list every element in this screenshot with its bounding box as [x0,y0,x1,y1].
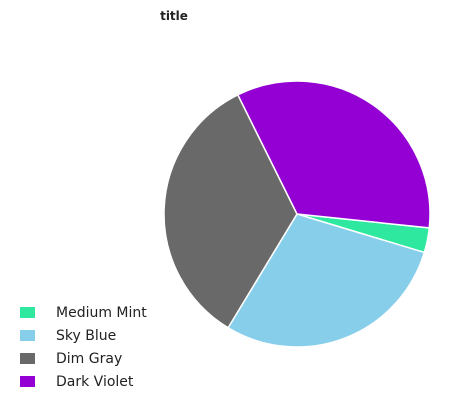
legend-label: Medium Mint [56,304,147,321]
legend-swatch [20,330,35,341]
legend-label: Dark Violet [56,373,134,390]
legend-label: Dim Gray [56,350,123,367]
legend-swatch [20,307,35,318]
legend-item-dim-gray: Dim Gray [20,347,147,370]
chart-title: title [160,9,188,23]
legend-item-medium-mint: Medium Mint [20,301,147,324]
legend-swatch [20,353,35,364]
legend-swatch [20,376,35,387]
pie-slice-dark-violet [236,80,431,229]
legend: Medium Mint Sky Blue Dim Gray Dark Viole… [20,301,147,393]
pie-slice-dim-gray [163,93,298,329]
legend-label: Sky Blue [56,327,117,344]
legend-item-dark-violet: Dark Violet [20,370,147,393]
legend-item-sky-blue: Sky Blue [20,324,147,347]
